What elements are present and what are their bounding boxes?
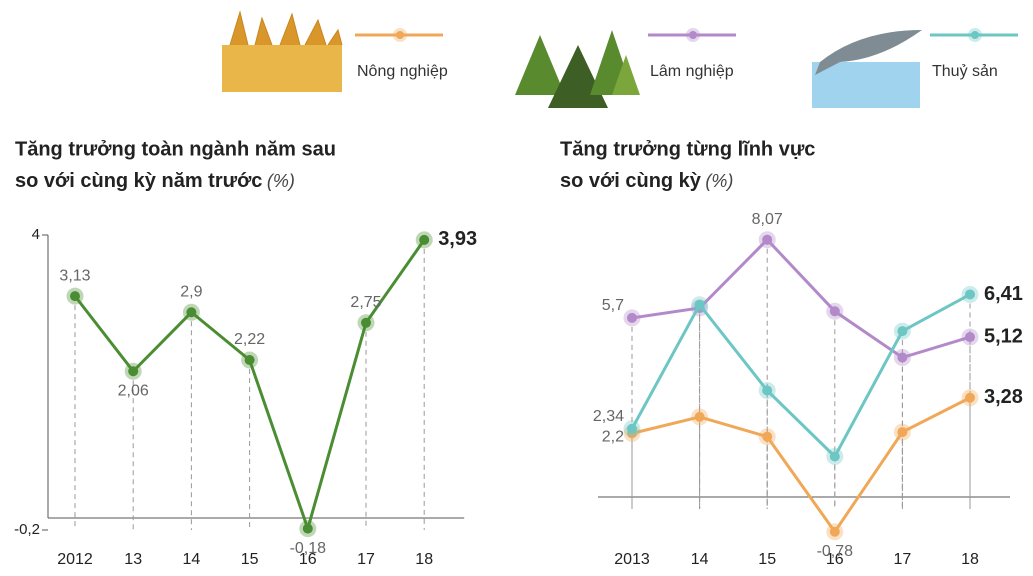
legend-dot (689, 31, 697, 39)
x-tick-label: 17 (357, 551, 375, 568)
point (70, 291, 80, 301)
point (897, 427, 907, 437)
legend-label: Lâm nghiệp (650, 63, 734, 80)
point (695, 412, 705, 422)
legend-label: Thuỷ sản (932, 63, 998, 80)
point (830, 452, 840, 462)
value-label: 8,07 (752, 211, 783, 228)
line (632, 294, 970, 456)
point (245, 355, 255, 365)
value-label: 2,22 (234, 331, 265, 348)
value-label: 2,75 (350, 294, 381, 311)
x-tick-label: 18 (415, 551, 433, 568)
x-tick-label: 14 (183, 551, 201, 568)
point (830, 306, 840, 316)
value-label: 5,12 (984, 325, 1023, 347)
point (128, 366, 138, 376)
value-label: 3,93 (438, 228, 477, 250)
point (762, 432, 772, 442)
line (632, 240, 970, 358)
chart-subtitle: so với cùng kỳ năm trước (%) (15, 170, 295, 192)
value-label: 5,7 (602, 297, 624, 314)
x-tick-label: 18 (961, 551, 979, 568)
point (762, 386, 772, 396)
x-tick-label: 2013 (614, 551, 650, 568)
chart-subtitle: so với cùng kỳ (%) (560, 170, 733, 192)
chart-title: Tăng trưởng từng lĩnh vực (560, 138, 815, 160)
value-label: 6,41 (984, 283, 1023, 305)
point (897, 326, 907, 336)
value-label: 2,34 (593, 408, 624, 425)
point (627, 313, 637, 323)
x-tick-label: 15 (241, 551, 259, 568)
point (830, 527, 840, 537)
point (303, 524, 313, 534)
infographic: Tăng trưởng toàn ngành năm sau so với cù… (0, 0, 1033, 571)
point (965, 393, 975, 403)
line (632, 398, 970, 532)
value-label: 2,9 (180, 283, 202, 300)
value-label: -0,78 (817, 543, 854, 560)
y-tick-label: -0,2 (14, 521, 40, 538)
x-tick-label: 2012 (57, 551, 93, 568)
point (627, 424, 637, 434)
point (419, 235, 429, 245)
point (695, 300, 705, 310)
unit: (%) (267, 171, 295, 191)
forest-icon (515, 30, 640, 108)
wheat-icon (222, 12, 342, 92)
unit: (%) (705, 171, 733, 191)
x-tick-label: 14 (691, 551, 709, 568)
y-tick-label: 4 (32, 226, 40, 243)
subtitle-text: so với cùng kỳ (560, 170, 702, 192)
value-label: 2,2 (602, 429, 624, 446)
point (186, 307, 196, 317)
point (897, 353, 907, 363)
value-label: -0,18 (290, 540, 327, 557)
value-label: 3,13 (59, 267, 90, 284)
point (965, 332, 975, 342)
point (965, 289, 975, 299)
value-label: 2,06 (118, 382, 149, 399)
point (762, 235, 772, 245)
point (361, 318, 371, 328)
chart-title: Tăng trưởng toàn ngành năm sau (15, 138, 336, 160)
x-tick-label: 15 (758, 551, 776, 568)
value-label: 3,28 (984, 386, 1023, 408)
legend-dot (971, 31, 979, 39)
subtitle-text: so với cùng kỳ năm trước (15, 170, 262, 192)
legend-dot (396, 31, 404, 39)
x-tick-label: 13 (124, 551, 142, 568)
fish-icon (812, 30, 922, 108)
x-tick-label: 17 (894, 551, 912, 568)
legend-label: Nông nghiệp (357, 63, 448, 80)
